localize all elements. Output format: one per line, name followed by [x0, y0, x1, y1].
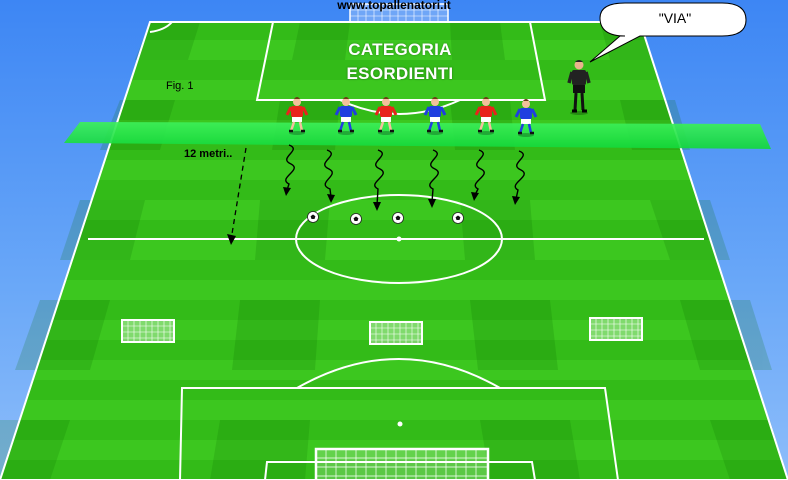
- player-blue-2: [423, 97, 447, 135]
- title-line-1: CATEGORIA: [348, 40, 452, 59]
- bottom-goal-area: [264, 461, 536, 480]
- distance-arrow: [227, 147, 247, 245]
- player-red-2: [374, 97, 398, 135]
- run-arrows: [285, 144, 525, 206]
- speech-bubble: [589, 2, 747, 63]
- players: [285, 97, 538, 137]
- speech-text: "VIA": [658, 10, 692, 26]
- mini-goal-right: [589, 317, 643, 341]
- player-red-3: [474, 97, 498, 135]
- top-goal: [349, 3, 449, 23]
- bottom-penalty-area: [179, 387, 619, 480]
- diagram-title: CATEGORIA ESORDIENTI: [300, 38, 500, 86]
- top-penalty-area: [255, 21, 547, 101]
- pitch-lines: [0, 21, 788, 480]
- player-red-1: [285, 97, 309, 135]
- figure-label: Fig. 1: [166, 80, 194, 92]
- site-url: www.topallenatori.it: [337, 0, 451, 12]
- corner-arc: [149, 21, 173, 33]
- player-blue-3: [514, 99, 538, 137]
- ball-4: [452, 212, 464, 224]
- center-circle: [295, 194, 503, 284]
- top-penalty-arc: [339, 99, 461, 115]
- balls: [307, 211, 464, 225]
- touchline: [0, 21, 788, 480]
- title-line-2: ESORDIENTI: [346, 64, 454, 83]
- player-blue-1: [334, 97, 358, 135]
- distance-label: 12 metri..: [184, 148, 233, 160]
- penalty-spot: [397, 421, 403, 427]
- ball-3: [392, 212, 404, 224]
- top-penalty-spot: [397, 76, 401, 80]
- run-arrowheads: [283, 187, 520, 211]
- ball-1: [307, 211, 319, 223]
- bottom-goal: [314, 447, 490, 480]
- bottom-penalty-arc: [296, 358, 501, 389]
- mini-goal-center: [369, 321, 423, 345]
- center-spot: [396, 236, 402, 242]
- mini-goal-left: [121, 319, 175, 343]
- ball-2: [350, 213, 362, 225]
- start-zone: [64, 122, 771, 149]
- referee: [567, 60, 591, 115]
- mini-goals: [121, 317, 643, 345]
